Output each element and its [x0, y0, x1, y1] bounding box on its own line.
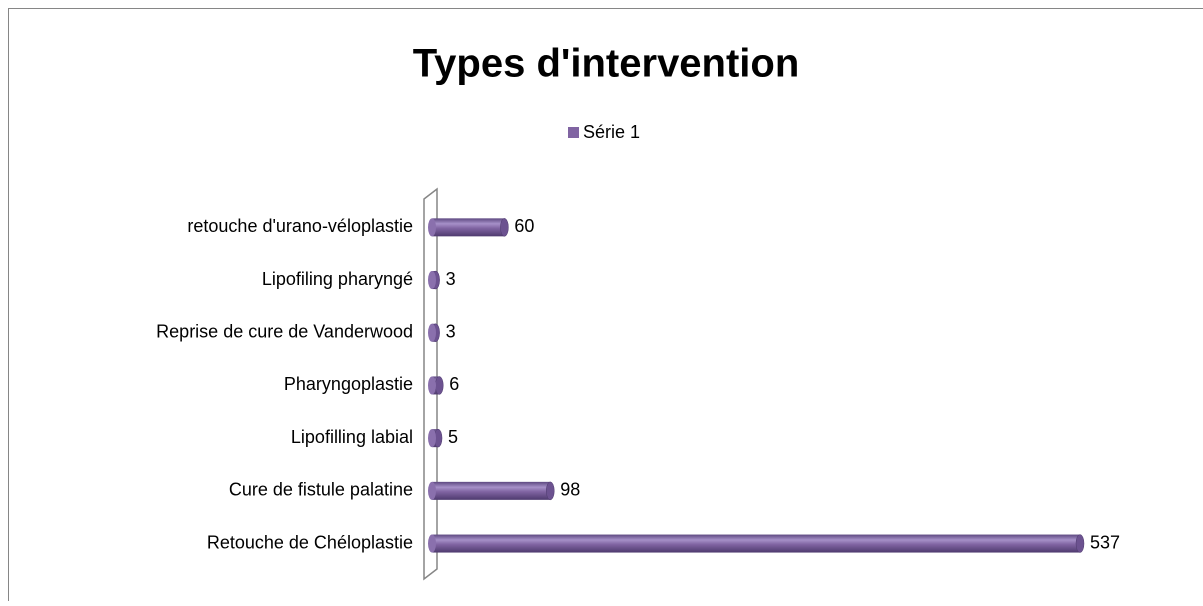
y-tick-label: Retouche de Chéloplastie: [207, 532, 413, 552]
data-label: 6: [449, 374, 459, 394]
y-tick-label: Reprise de cure de Vanderwood: [156, 322, 413, 342]
chart-title: Types d'intervention: [413, 42, 800, 86]
data-label: 5: [448, 427, 458, 447]
legend-label: Série 1: [583, 122, 640, 142]
data-label: 60: [514, 216, 534, 236]
y-tick-label: Lipofilling labial: [291, 427, 413, 447]
data-label: 3: [446, 269, 456, 289]
bar-base: [428, 482, 436, 500]
y-tick-label: Pharyngoplastie: [284, 374, 413, 394]
bar-base: [428, 535, 436, 553]
bar-base: [428, 429, 436, 447]
legend-swatch: [568, 127, 579, 138]
data-label: 537: [1090, 532, 1120, 552]
y-tick-label: Cure de fistule palatine: [229, 480, 413, 500]
bar-base: [428, 324, 436, 342]
bar-base: [428, 218, 436, 236]
bar-cap: [546, 482, 554, 500]
y-tick-label: Lipofiling pharyngé: [262, 269, 413, 289]
bar: [432, 482, 550, 500]
bar: [432, 218, 504, 236]
bar-base: [428, 271, 436, 289]
bar: [432, 535, 1080, 553]
bar-cap: [500, 218, 508, 236]
chart-frame: [9, 9, 1203, 602]
y-tick-label: retouche d'urano-véloplastie: [187, 216, 413, 236]
data-label: 3: [446, 322, 456, 342]
bar-cap: [1076, 535, 1084, 553]
bar-base: [428, 376, 436, 394]
bar-cap: [435, 376, 443, 394]
data-label: 98: [560, 480, 580, 500]
